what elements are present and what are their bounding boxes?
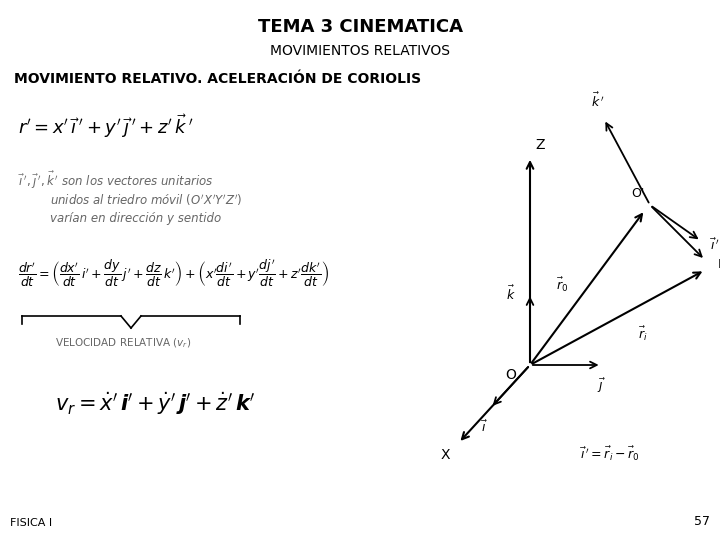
Text: $\vec{r}_i$: $\vec{r}_i$ bbox=[638, 325, 648, 343]
Text: VELOCIDAD RELATIVA $(v_r)$: VELOCIDAD RELATIVA $(v_r)$ bbox=[55, 336, 192, 349]
Text: MOVIMIENTOS RELATIVOS: MOVIMIENTOS RELATIVOS bbox=[270, 44, 450, 58]
Text: $\vec{\imath}\,' = \vec{r}_i - \vec{r}_0$: $\vec{\imath}\,' = \vec{r}_i - \vec{r}_0… bbox=[580, 445, 639, 463]
Text: $r' = x'\,\vec{\imath}\,' + y'\,\vec{\jmath}\,' + z'\,\vec{k}\,'$: $r' = x'\,\vec{\imath}\,' + y'\,\vec{\jm… bbox=[18, 112, 194, 140]
Text: $\dfrac{dr'}{dt} = \left(\dfrac{dx'}{dt}\,i' + \dfrac{dy}{dt}\,j' + \dfrac{dz}{d: $\dfrac{dr'}{dt} = \left(\dfrac{dx'}{dt}… bbox=[18, 258, 329, 289]
Text: $\vec{r}_0$: $\vec{r}_0$ bbox=[556, 276, 568, 294]
Text: 57: 57 bbox=[694, 515, 710, 528]
Text: X: X bbox=[441, 448, 451, 462]
Text: unidos al triedro móvil $(O'X'Y'Z')$: unidos al triedro móvil $(O'X'Y'Z')$ bbox=[50, 192, 243, 207]
Text: $\vec{\imath}\,'$: $\vec{\imath}\,'$ bbox=[710, 238, 720, 253]
Text: $\vec{\jmath}$: $\vec{\jmath}$ bbox=[597, 377, 606, 395]
Text: $\vec{k}$: $\vec{k}$ bbox=[506, 285, 516, 302]
Text: O': O' bbox=[631, 187, 645, 200]
Text: TEMA 3 CINEMATICA: TEMA 3 CINEMATICA bbox=[258, 18, 462, 36]
Text: MOVIMIENTO RELATIVO. ACELERACIÓN DE CORIOLIS: MOVIMIENTO RELATIVO. ACELERACIÓN DE CORI… bbox=[14, 72, 421, 86]
Text: $\vec{\imath}\,', \vec{\jmath}\,', \vec{k}\,'$ son los vectores unitarios: $\vec{\imath}\,', \vec{\jmath}\,', \vec{… bbox=[18, 170, 214, 191]
Text: varían en dirección y sentido: varían en dirección y sentido bbox=[50, 212, 221, 225]
Text: I: I bbox=[718, 259, 720, 272]
Text: $\boldsymbol{v_r} = \dot{x}'\,\boldsymbol{i}' + \dot{y}'\,\boldsymbol{j}' + \dot: $\boldsymbol{v_r} = \dot{x}'\,\boldsymbo… bbox=[55, 390, 255, 417]
Text: Z: Z bbox=[535, 138, 544, 152]
Text: FISICA I: FISICA I bbox=[10, 518, 52, 528]
Text: $\vec{\imath}$: $\vec{\imath}$ bbox=[481, 420, 489, 435]
Text: $\vec{k}\,'$: $\vec{k}\,'$ bbox=[591, 92, 605, 110]
Text: O: O bbox=[505, 368, 516, 382]
